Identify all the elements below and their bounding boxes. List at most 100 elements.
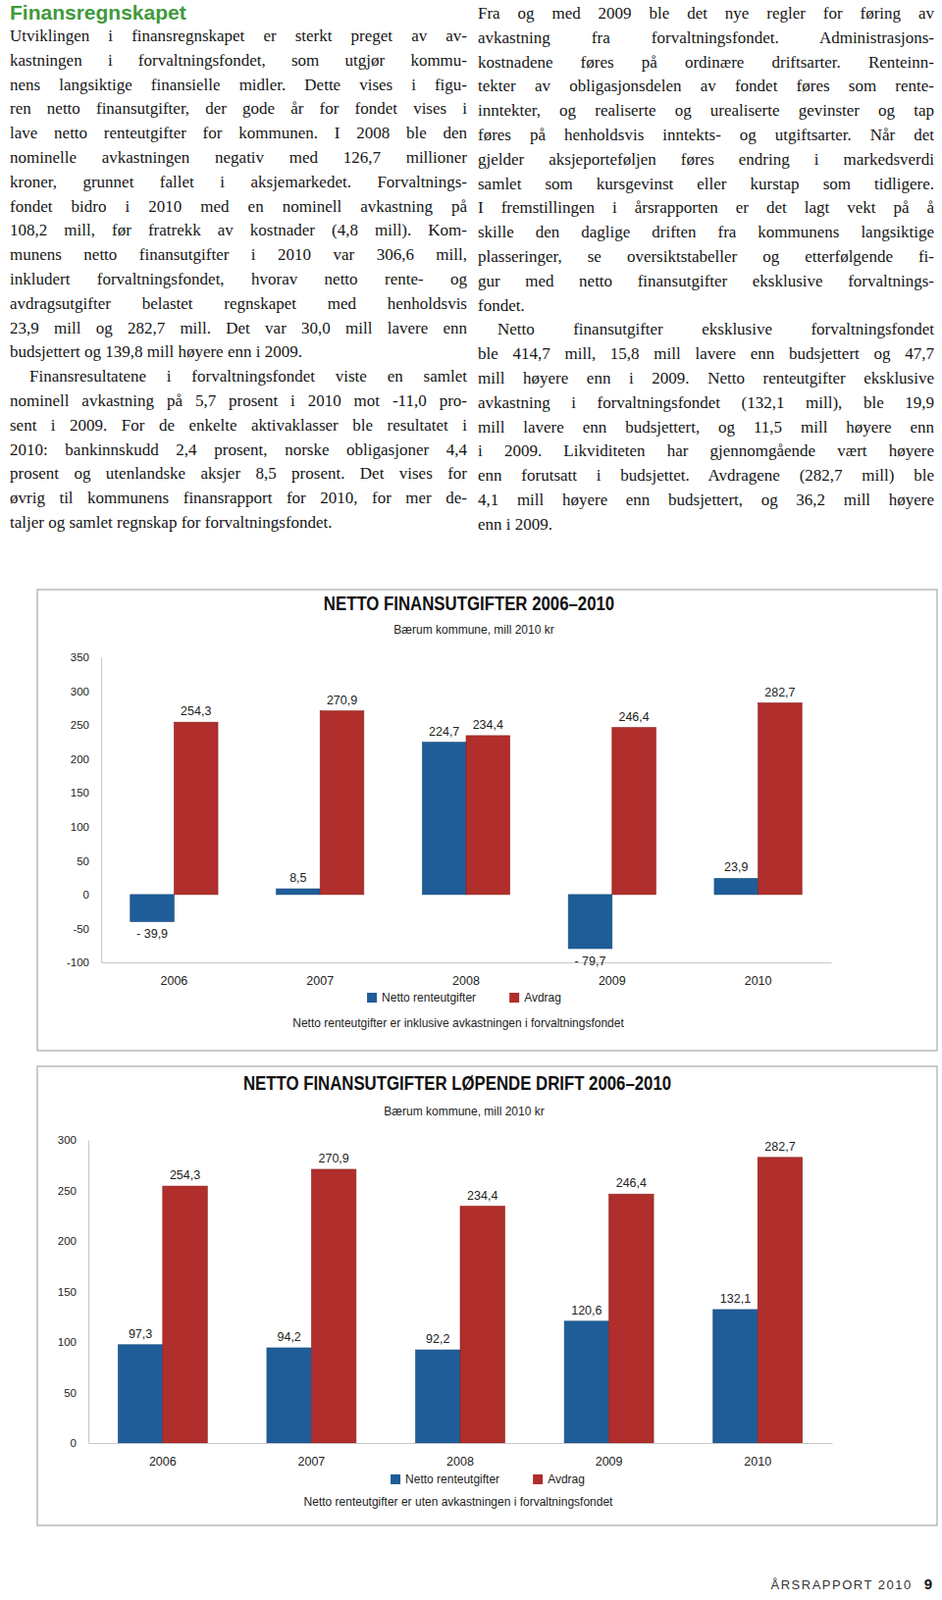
- legend-swatch: [366, 993, 377, 1003]
- data-label: 246,4: [616, 1176, 647, 1191]
- data-label: 270,9: [317, 1151, 349, 1166]
- legend-swatch: [509, 993, 520, 1003]
- data-label: - 39,9: [136, 927, 168, 942]
- bar: [564, 1321, 609, 1444]
- text-line: avkastning i forvaltningsfondet (132,1 m…: [477, 391, 935, 417]
- legend-label: Netto renteutgifter: [405, 1472, 500, 1487]
- y-tick-label: 100: [70, 821, 90, 834]
- x-tick: 2007: [297, 1443, 325, 1469]
- x-tick: 2010: [743, 1443, 772, 1469]
- text-line: nens langsiktige finansielle midler. Det…: [9, 73, 468, 99]
- x-tick-label: 2007: [297, 1455, 325, 1469]
- y-tick-label: 50: [63, 1387, 77, 1400]
- text-line: nominelle avkastningen negativ med 126,7…: [9, 146, 468, 171]
- chart-frame: [37, 589, 938, 1051]
- y-tick-label: 150: [57, 1286, 77, 1299]
- legend-label: Netto renteutgifter: [381, 991, 476, 1005]
- y-tick-label: 150: [70, 786, 90, 799]
- text-line: kroner, grunnet fallet i aksjemarkedet. …: [9, 170, 468, 196]
- data-label: 234,4: [472, 718, 504, 733]
- y-tick: -100: [66, 956, 102, 969]
- text-line: mill lavere enn budsjettert, og 11,5 mil…: [477, 416, 935, 441]
- text-line: øvrig til kommunens finansrapport for 20…: [9, 486, 468, 512]
- y-tick: 300: [70, 685, 102, 698]
- bar: [276, 889, 321, 895]
- text-line: 108,2 mill, før fratrekk av kostnader (4…: [9, 218, 468, 244]
- x-tick: 2006: [159, 962, 188, 989]
- bar: [421, 742, 467, 895]
- y-tick: 100: [57, 1336, 89, 1349]
- text-line: Netto finansutgifter eksklusive forvaltn…: [477, 317, 935, 343]
- text-line: inkludert forvaltningsfondet, hvorav net…: [9, 267, 468, 293]
- bar: [714, 878, 759, 895]
- x-tick: 2006: [149, 1443, 177, 1469]
- x-tick: 2008: [446, 1443, 474, 1469]
- bar: [609, 1194, 654, 1444]
- data-label: 282,7: [764, 1140, 795, 1154]
- x-tick-label: 2008: [446, 1455, 474, 1469]
- text-line: samlet som kursgevinst eller kurstap som…: [477, 172, 935, 198]
- y-tick-label: 0: [83, 889, 90, 901]
- x-tick-label: 2009: [598, 974, 627, 989]
- data-label: 254,3: [169, 1168, 201, 1183]
- data-label: 234,4: [467, 1189, 498, 1204]
- text-line: avkastning fra forvaltningsfondet. Admin…: [477, 26, 935, 52]
- legend-swatch: [390, 1474, 401, 1485]
- y-tick-label: -100: [66, 956, 90, 969]
- text-line: avdragsutgifter belastet regnskapet med …: [9, 292, 468, 317]
- text-line: 2010: bankinnskudd 2,4 prosent, norske o…: [9, 438, 468, 464]
- data-label: 254,3: [180, 704, 211, 719]
- y-tick: 100: [70, 821, 102, 834]
- x-axis-line: [89, 1443, 834, 1445]
- data-label: 224,7: [428, 725, 460, 739]
- bars: [130, 703, 802, 949]
- page-title: Finansregnskapet: [9, 0, 187, 26]
- x-tick-label: 2007: [306, 974, 334, 989]
- legend-item: Avdrag: [532, 1472, 585, 1487]
- text-line: Fra og med 2009 ble det nye regler for f…: [477, 1, 935, 27]
- y-axis-line: [101, 658, 103, 964]
- data-label: 270,9: [326, 693, 358, 708]
- y-tick-label: 50: [76, 855, 90, 868]
- x-tick: 2010: [744, 962, 773, 989]
- y-tick: 350: [70, 651, 102, 664]
- text-line: enn i 2009.: [477, 513, 935, 538]
- bars: [117, 1157, 802, 1444]
- text-line: sent i 2009. For de enkelte aktivaklasse…: [9, 414, 468, 439]
- bar: [319, 711, 365, 895]
- y-tick-label: 200: [57, 1235, 77, 1248]
- legend: Netto renteutgifter Avdrag: [366, 991, 562, 1005]
- text-line: ren netto finansutgifter, der gode år fo…: [9, 97, 468, 122]
- y-tick: 150: [70, 786, 102, 799]
- chart-title: NETTO FINANSUTGIFTER LØPENDE DRIFT 2006–…: [243, 1071, 672, 1095]
- y-tick-label: 200: [70, 753, 90, 766]
- annotation: Netto renteutgifter er inklusive avkastn…: [292, 1016, 625, 1031]
- text-line: kastningen i forvaltningsfondet, som utg…: [9, 49, 468, 74]
- y-tick-label: 100: [57, 1336, 77, 1349]
- bar: [311, 1169, 356, 1444]
- x-tick-label: 2009: [595, 1455, 624, 1469]
- legend: Netto renteutgifter Avdrag: [390, 1472, 585, 1487]
- bar: [713, 1309, 758, 1444]
- chart-title: NETTO FINANSUTGIFTER 2006–2010: [323, 591, 615, 615]
- y-axis-line: [88, 1141, 90, 1445]
- chart-frame: [37, 1066, 938, 1526]
- text-line: prosent og utenlandske aksjer 8,5 prosen…: [9, 462, 468, 487]
- y-tick: -50: [72, 923, 102, 936]
- data-labels: 97,394,292,2120,6132,1254,3270,9234,4246…: [128, 1140, 796, 1347]
- text-line: nominell avkastning på 5,7 prosent i 201…: [9, 389, 468, 415]
- data-label: 23,9: [724, 860, 748, 875]
- data-label: 246,4: [618, 710, 649, 725]
- footer-text: ÅRSRAPPORT 2010: [771, 1577, 913, 1593]
- data-labels: - 39,98,5224,7- 79,723,9254,3270,9234,42…: [136, 685, 796, 969]
- bar: [466, 735, 511, 895]
- legend-swatch: [532, 1474, 543, 1485]
- text-line: munens netto finansutgifter i 2010 var 3…: [9, 243, 468, 268]
- text-line: tekter av obligasjonsdelen av fondet før…: [477, 74, 935, 100]
- text-line: 4,1 mill høyere enn budsjettert, og 36,2…: [477, 488, 935, 514]
- data-label: 132,1: [720, 1292, 751, 1307]
- legend-item: Netto renteutgifter: [390, 1472, 500, 1487]
- x-tick-label: 2010: [744, 974, 773, 989]
- legend-label: Avdrag: [523, 991, 562, 1005]
- x-tick-label: 2010: [743, 1455, 772, 1469]
